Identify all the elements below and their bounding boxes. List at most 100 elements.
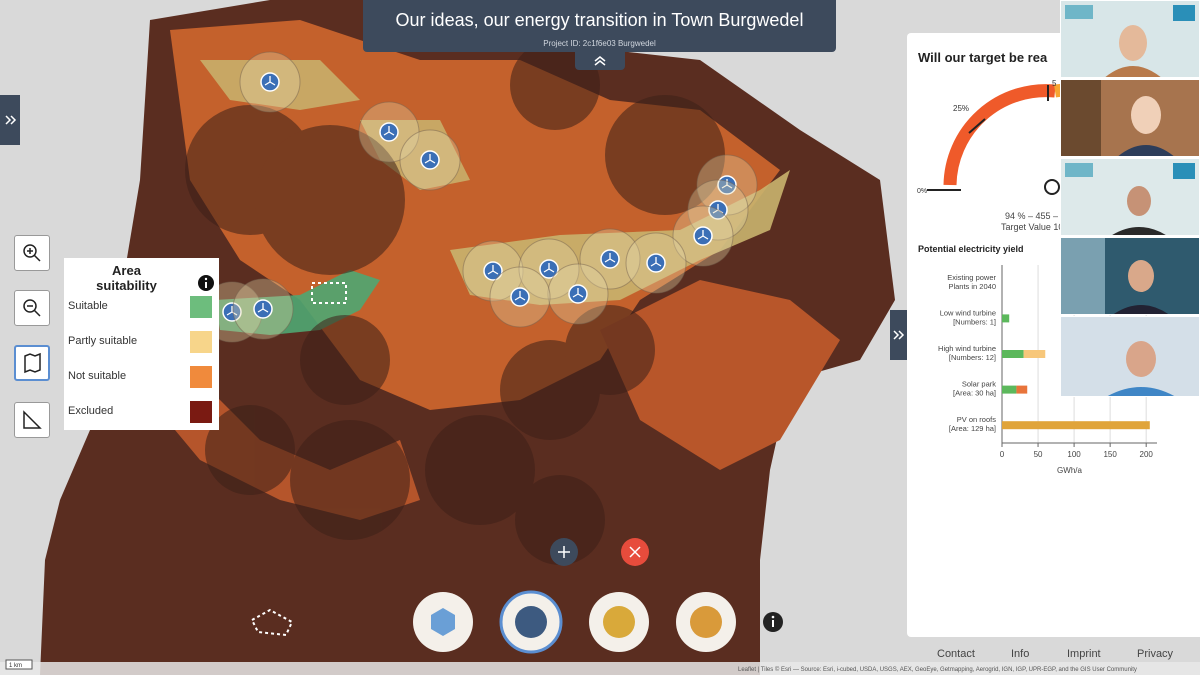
footer-link[interactable]: Privacy — [1137, 648, 1174, 660]
gauge-arc — [943, 84, 1056, 186]
chevron — [594, 56, 606, 66]
app-title: Our ideas, our energy transition in Town… — [395, 10, 804, 30]
scale-label: 1 km — [9, 663, 22, 669]
region-partly-suitable — [200, 60, 360, 110]
turbine-icon — [424, 154, 436, 164]
chevron-right — [893, 330, 905, 340]
legend-label: Partly suitable — [68, 335, 138, 347]
footer-link[interactable]: Contact — [937, 648, 975, 660]
turbine-icon — [487, 265, 499, 275]
measure-icon — [23, 410, 42, 429]
participant — [1106, 341, 1176, 397]
add-icon — [558, 546, 570, 558]
turbine-icon — [543, 263, 555, 273]
y-tick-label: High wind turbine [Numbers: 12] — [938, 344, 996, 362]
gauge-tick — [968, 118, 986, 134]
turbine-layer — [201, 51, 758, 343]
participant — [1065, 5, 1195, 79]
legend-title: Area suitability — [96, 263, 157, 293]
wind-icon — [515, 606, 547, 638]
attribution: Leaflet | Tiles © Esri — Source: Esri, i… — [738, 666, 1137, 673]
bar — [1016, 385, 1028, 394]
exclusion-zone — [605, 95, 725, 215]
turbine-icon — [572, 288, 584, 298]
gauge-needle-hub — [1044, 179, 1060, 195]
tool-dock — [413, 590, 783, 654]
exclusion-zone — [255, 125, 405, 275]
project-id: Project ID: 2c1f6e03 Burgwedel — [543, 39, 656, 48]
x-tick-label: 150 — [1103, 450, 1117, 459]
y-tick-label: Solar park [Area: 30 ha] — [953, 380, 996, 398]
x-tick-label: 100 — [1067, 450, 1081, 459]
collapse-title[interactable] — [575, 52, 625, 70]
exclusion-zones — [185, 40, 725, 565]
video-tile — [1060, 316, 1200, 397]
legend-label: Excluded — [68, 405, 114, 417]
exclusion-zone — [205, 405, 295, 495]
pv-roof-icon — [690, 606, 722, 638]
collapse-panel[interactable] — [890, 310, 907, 360]
map-icon — [24, 352, 41, 374]
zoom-out[interactable] — [14, 290, 50, 326]
drawn-area — [250, 608, 294, 637]
exclusion-zone — [565, 305, 655, 395]
exclusion-zone — [515, 475, 605, 565]
turbine-icon — [383, 126, 395, 136]
measure[interactable] — [14, 402, 50, 438]
footer-link[interactable]: Imprint — [1067, 648, 1101, 660]
hexagon-icon — [431, 608, 455, 636]
participant — [1061, 80, 1176, 158]
exclusion-zone — [300, 315, 390, 405]
turbine-icon — [264, 76, 276, 86]
scale-bar — [5, 659, 33, 670]
chart-title: Potential electricity yield — [918, 244, 1024, 254]
attribution-bar — [0, 662, 1200, 675]
turbine-icon — [514, 291, 526, 301]
turbine-icon — [604, 253, 616, 263]
legend-label: Not suitable — [68, 370, 127, 382]
zoom-in[interactable] — [14, 235, 50, 271]
info-icon — [771, 615, 775, 619]
expand-left[interactable] — [0, 95, 20, 145]
info-icon — [772, 620, 774, 627]
gauge-label: 5 — [1052, 79, 1057, 88]
solar-park-icon — [603, 606, 635, 638]
video-tile — [1060, 237, 1200, 316]
video-tile — [1060, 0, 1200, 79]
bar — [1023, 350, 1046, 358]
x-tick-label: 50 — [1034, 450, 1043, 459]
legend-swatch — [190, 296, 212, 318]
bar — [1002, 314, 1010, 323]
map-layers[interactable] — [14, 345, 50, 381]
panel-title: Will our target be rea — [918, 50, 1048, 65]
x-axis-label: GWh/a — [1057, 466, 1082, 475]
chevron — [5, 115, 17, 125]
legend-swatch — [190, 401, 212, 423]
gauge-target: Target Value 100 % — [1001, 222, 1079, 232]
turbine-icon — [697, 230, 709, 240]
region-not-suitable — [600, 280, 840, 470]
legend-swatch — [190, 366, 212, 388]
cancel-icon — [629, 546, 641, 558]
title-bar: Our ideas, our energy transition in Town… — [363, 0, 836, 52]
y-tick-label: Existing power Plants in 2040 — [947, 273, 996, 291]
exclusion-zone — [425, 415, 535, 525]
footer-link[interactable]: Info — [1011, 648, 1030, 660]
x-tick-label: 0 — [1000, 450, 1005, 459]
y-tick-label: PV on roofs [Area: 129 ha] — [949, 415, 996, 433]
bar — [1002, 385, 1017, 394]
chevron-up — [594, 56, 606, 66]
turbine-icon — [721, 179, 733, 189]
turbine-icon — [257, 303, 269, 313]
video-tile — [1060, 158, 1200, 237]
bar — [1002, 421, 1150, 430]
legend-label: Suitable — [68, 300, 108, 312]
gauge-label: 0% — [917, 188, 927, 195]
participant — [1065, 163, 1195, 237]
legend: Area suitability Suitable Partly suitable… — [64, 258, 219, 430]
bar — [1002, 350, 1024, 358]
legend-info[interactable] — [197, 274, 215, 292]
gauge-label: 25% — [953, 104, 969, 113]
participant — [1061, 238, 1171, 316]
turbine-icon — [650, 257, 662, 267]
